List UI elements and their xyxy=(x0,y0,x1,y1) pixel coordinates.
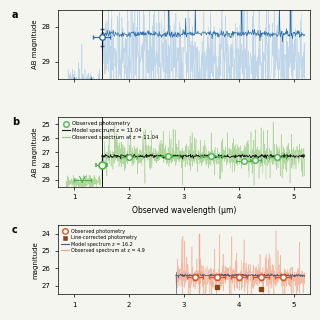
X-axis label: Observed wavelength (μm): Observed wavelength (μm) xyxy=(132,206,236,215)
Legend: Observed photometry, Model spectrum z = 11.04, Observed spectrum at z = 11.04: Observed photometry, Model spectrum z = … xyxy=(60,120,160,141)
Y-axis label: AB magnitude: AB magnitude xyxy=(32,20,38,69)
Text: a: a xyxy=(12,10,19,20)
Text: c: c xyxy=(12,225,18,235)
Y-axis label: AB magnitude: AB magnitude xyxy=(32,127,38,177)
Legend: Observed photometry, Line-corrected photometry, Model spectrum z = 16.2, Observe: Observed photometry, Line-corrected phot… xyxy=(60,228,147,255)
Text: b: b xyxy=(12,117,19,127)
Y-axis label: magnitude: magnitude xyxy=(32,241,38,278)
